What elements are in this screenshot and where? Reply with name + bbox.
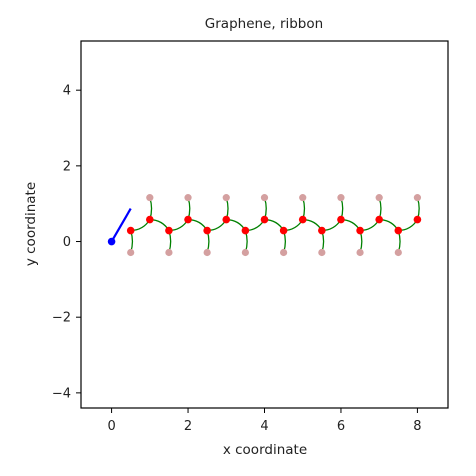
x-tick-label: 6 [337,419,345,434]
y-axis-label: y coordinate [23,182,39,266]
carbon-atom-point [356,226,364,235]
carbon-atom-point [241,226,250,235]
x-tick-label: 0 [107,419,115,434]
y-tick-label: −2 [52,311,71,326]
edge-atom-point [184,194,192,202]
edge-atom-point [222,194,230,202]
carbon-atom-point [146,215,154,224]
edge-atom-point [165,248,173,257]
y-tick-label: 0 [63,235,71,250]
edge-atom-point [260,194,269,202]
carbon-atom-point [126,226,135,235]
carbon-atom-point [318,226,326,235]
edge-atom-point [146,194,154,202]
carbon-atom-point [222,215,231,224]
y-tick-label: −4 [52,386,71,401]
carbon-atom-point [375,215,383,224]
edge-atom-point [299,194,307,202]
edge-atom-point [318,248,326,257]
carbon-atom-point [165,226,173,235]
edge-atom-point [203,248,211,257]
edge-atom-point [280,248,288,257]
x-tick-label: 4 [260,419,268,434]
carbon-atom-point [413,215,422,224]
origin-point [107,237,116,246]
x-tick-label: 8 [413,419,421,434]
edge-atom-point [356,248,364,257]
carbon-atom-point [394,226,403,235]
edge-atom-point [375,194,383,202]
edge-atom-point [394,248,402,257]
lattice-vector-line [110,208,132,243]
carbon-atom-point [260,215,269,224]
y-tick-label: 4 [63,84,71,99]
y-tick-label: 2 [63,159,71,174]
carbon-atom-point [337,215,345,224]
chart-title: Graphene, ribbon [205,16,323,32]
carbon-atom-point [279,226,288,235]
edge-atom-point [413,194,422,202]
x-tick-label: 2 [184,419,192,434]
axis-ticks: 0 2 4 6 8 −4 −2 0 2 4 [52,84,422,434]
edge-atom-point [241,248,249,257]
carbon-atom-point [184,215,192,224]
x-axis-label: x coordinate [223,442,307,458]
carbon-atom-point [203,226,211,235]
edge-atom-point [127,248,135,257]
edge-atom-point [337,194,345,202]
carbon-atom-point [298,215,307,224]
